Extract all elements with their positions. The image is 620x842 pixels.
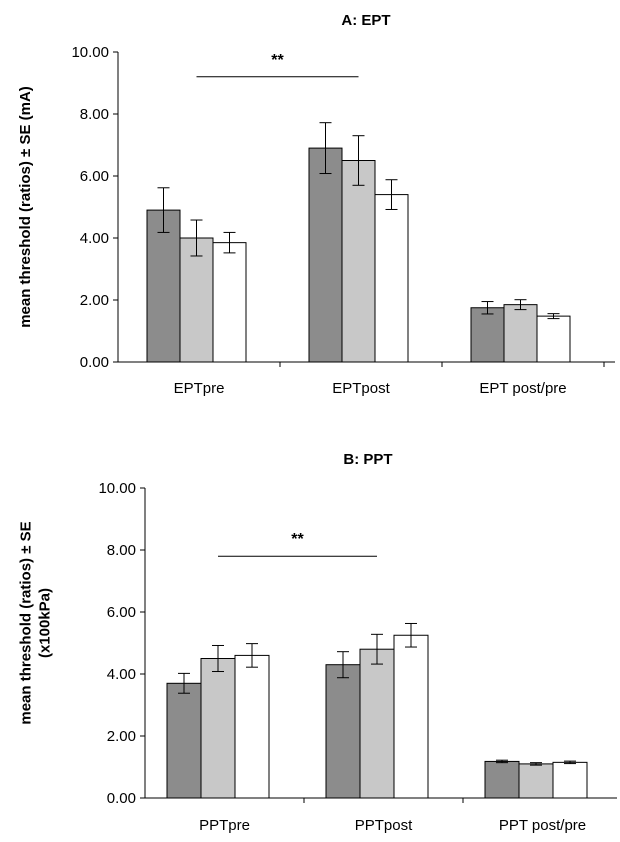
bar — [503, 304, 538, 363]
chart-title: B: PPT — [343, 451, 392, 468]
bar — [179, 237, 214, 363]
y-tick-label: 8.00 — [80, 106, 109, 123]
bar — [146, 209, 181, 363]
significance-label: ** — [271, 52, 284, 69]
chart-title: A: EPT — [341, 12, 390, 29]
bar — [308, 147, 343, 363]
bar — [393, 634, 429, 799]
y-tick-label: 2.00 — [107, 728, 136, 745]
bar — [359, 648, 395, 799]
bar — [234, 654, 270, 799]
category-label: PPTpre — [199, 817, 250, 834]
bar — [166, 682, 202, 799]
category-label: PPT post/pre — [499, 817, 586, 834]
category-label: PPTpost — [355, 817, 413, 834]
y-axis-label: (x100kPa) — [37, 588, 54, 658]
bar — [341, 160, 376, 363]
y-tick-label: 10.00 — [98, 480, 136, 497]
y-tick-label: 6.00 — [107, 604, 136, 621]
bar — [518, 763, 554, 799]
y-tick-label: 8.00 — [107, 542, 136, 559]
chart-panel-a: A: EPT 0.00 2.00 4.00 6.00 8.00 10.00 mean thr… — [17, 12, 615, 397]
significance-label: ** — [291, 531, 304, 548]
bar — [484, 760, 520, 799]
y-axis-label: mean threshold (ratios) ± SE — [18, 521, 35, 724]
category-label: EPTpost — [332, 380, 390, 397]
y-tick-label: 2.00 — [80, 292, 109, 309]
y-tick-label: 0.00 — [80, 354, 109, 371]
y-tick-label: 4.00 — [107, 666, 136, 683]
category-label: EPTpre — [174, 380, 225, 397]
y-axis-label: mean threshold (ratios) ± SE (mA) — [17, 86, 34, 328]
y-tick-label: 4.00 — [80, 230, 109, 247]
y-tick-label: 6.00 — [80, 168, 109, 185]
bar — [470, 307, 505, 363]
chart-panel-b: B: PPT 0.00 2.00 4.00 6.00 8.00 10.00 mean thr… — [18, 451, 617, 834]
bar — [536, 315, 571, 363]
bar — [200, 658, 236, 799]
bar — [325, 664, 361, 799]
y-tick-label: 0.00 — [107, 790, 136, 807]
category-label: EPT post/pre — [479, 380, 566, 397]
bar — [552, 761, 588, 799]
bar — [212, 242, 247, 363]
bar — [374, 194, 409, 363]
y-tick-label: 10.00 — [71, 44, 109, 61]
